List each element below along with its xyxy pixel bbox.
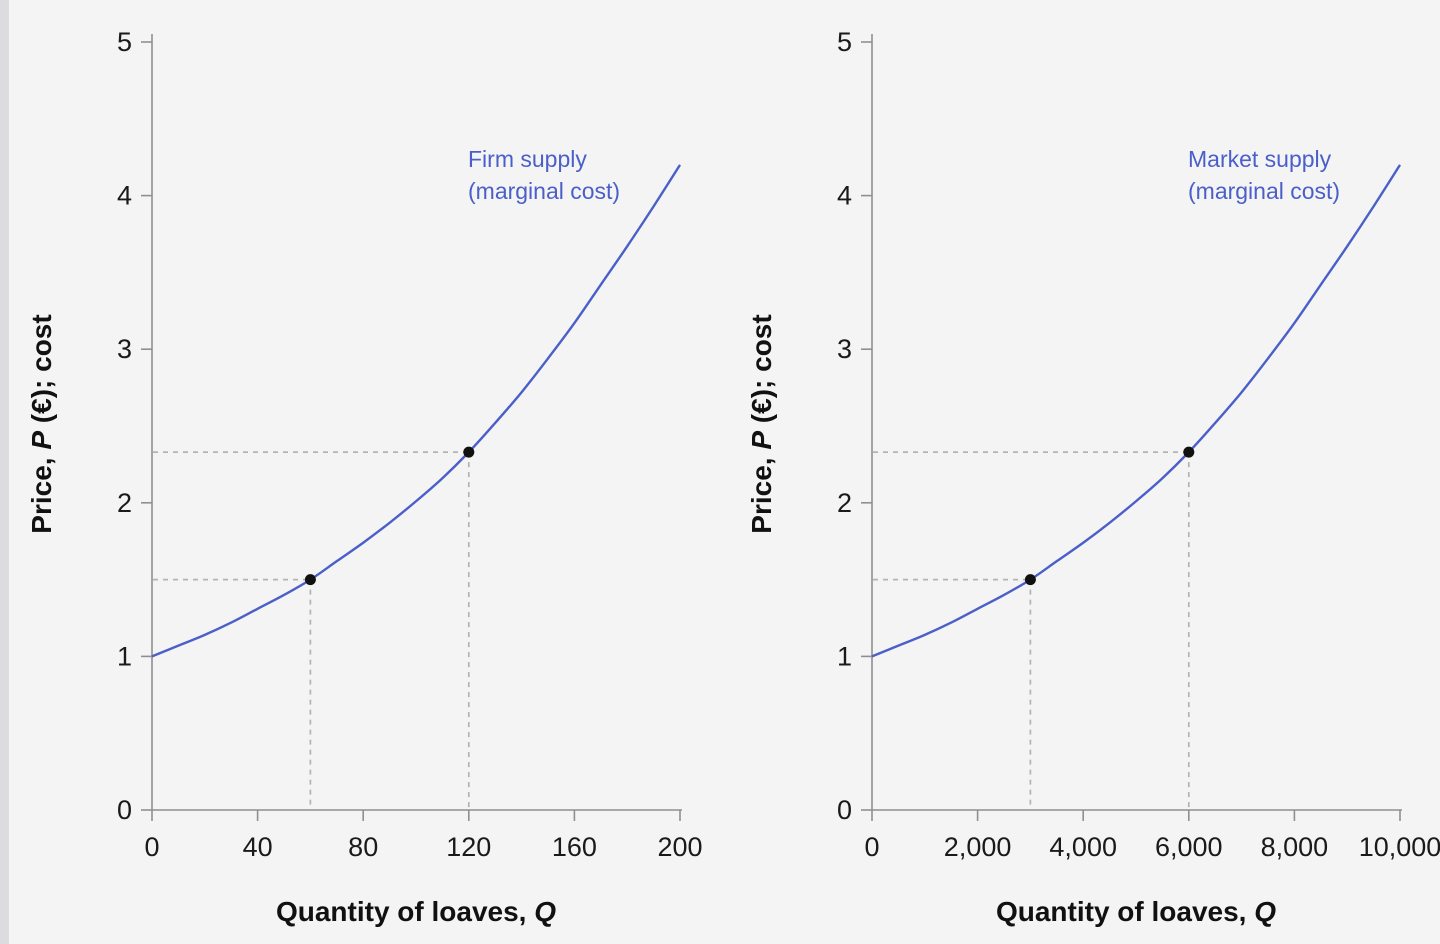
y-tick-label: 0 — [837, 795, 852, 825]
y-tick-label: 4 — [117, 181, 132, 211]
screen-left-edge — [0, 0, 9, 944]
x-tick-label: 10,000 — [1359, 832, 1440, 862]
y-tick-label: 0 — [117, 795, 132, 825]
x-tick-label: 160 — [552, 832, 597, 862]
data-point — [304, 574, 316, 586]
x-axis-title-pre: Quantity of loaves, — [995, 896, 1255, 927]
curve-label-line-1: Market supply — [1188, 146, 1332, 172]
y-axis-title-pre: Price, — [746, 449, 777, 534]
market-supply-plot: 0 1 2 3 4 5 0 2,000 4,000 6,000 8,000 10,000 — [837, 27, 1440, 862]
x-axis-title-var: Q — [534, 896, 557, 927]
x-tick-label: 120 — [446, 832, 491, 862]
x-tick-label: 8,000 — [1261, 832, 1329, 862]
data-point — [1183, 446, 1195, 458]
curve-label-line-2: (marginal cost) — [468, 178, 621, 205]
y-axis-title-pre: Price, — [26, 449, 57, 534]
x-tick-label: 2,000 — [944, 832, 1012, 862]
firm-supply-curve-label: Firm supply (marginal cost) — [468, 143, 620, 207]
x-tick-label: 200 — [657, 832, 702, 862]
y-tick-label: 2 — [117, 488, 132, 518]
x-tick-label: 0 — [864, 832, 879, 862]
y-tick-label: 1 — [117, 641, 132, 671]
y-tick-label: 4 — [837, 181, 852, 211]
y-tick-label: 2 — [837, 488, 852, 518]
x-tick-label: 4,000 — [1049, 832, 1117, 862]
y-axis-title-post: (€); cost — [746, 314, 777, 431]
curve-label-line-2: (marginal cost) — [1188, 178, 1341, 205]
x-tick-label: 0 — [144, 832, 159, 862]
y-tick-label: 5 — [117, 27, 132, 57]
y-tick-label: 3 — [837, 334, 852, 364]
x-axis-title: Quantity of loaves, Q — [872, 896, 1400, 928]
x-tick-label: 6,000 — [1155, 832, 1223, 862]
x-axis-title: Quantity of loaves, Q — [152, 896, 680, 928]
y-tick-label: 3 — [117, 334, 132, 364]
x-axis-title-pre: Quantity of loaves, — [275, 896, 535, 927]
y-axis-title-var: P — [746, 430, 777, 450]
y-tick-label: 1 — [837, 641, 852, 671]
data-point — [463, 446, 475, 458]
y-axis-title: Price, P (€); cost — [26, 264, 58, 584]
x-tick-label: 40 — [243, 832, 273, 862]
x-axis-title-var: Q — [1254, 896, 1277, 927]
firm-supply-chart: Price, P (€); cost 0 1 2 3 4 5 0 40 80 120 160 200 … — [26, 27, 703, 928]
market-supply-curve-label: Market supply (marginal cost) — [1188, 143, 1340, 207]
y-axis-title: Price, P (€); cost — [746, 264, 778, 584]
curve-label-line-1: Firm supply — [468, 146, 587, 172]
supply-curve — [151, 164, 682, 658]
data-point — [1024, 574, 1036, 586]
x-tick-label: 80 — [348, 832, 378, 862]
y-axis-title-var: P — [26, 430, 57, 450]
supply-curve — [871, 164, 1402, 658]
y-axis-title-post: (€); cost — [26, 314, 57, 431]
y-tick-label: 5 — [837, 27, 852, 57]
market-supply-chart: Price, P (€); cost 0 1 2 3 4 5 0 2,000 4,000 6,00… — [720, 0, 1440, 944]
firm-supply-plot: 0 1 2 3 4 5 0 40 80 120 160 200 — [117, 27, 703, 862]
